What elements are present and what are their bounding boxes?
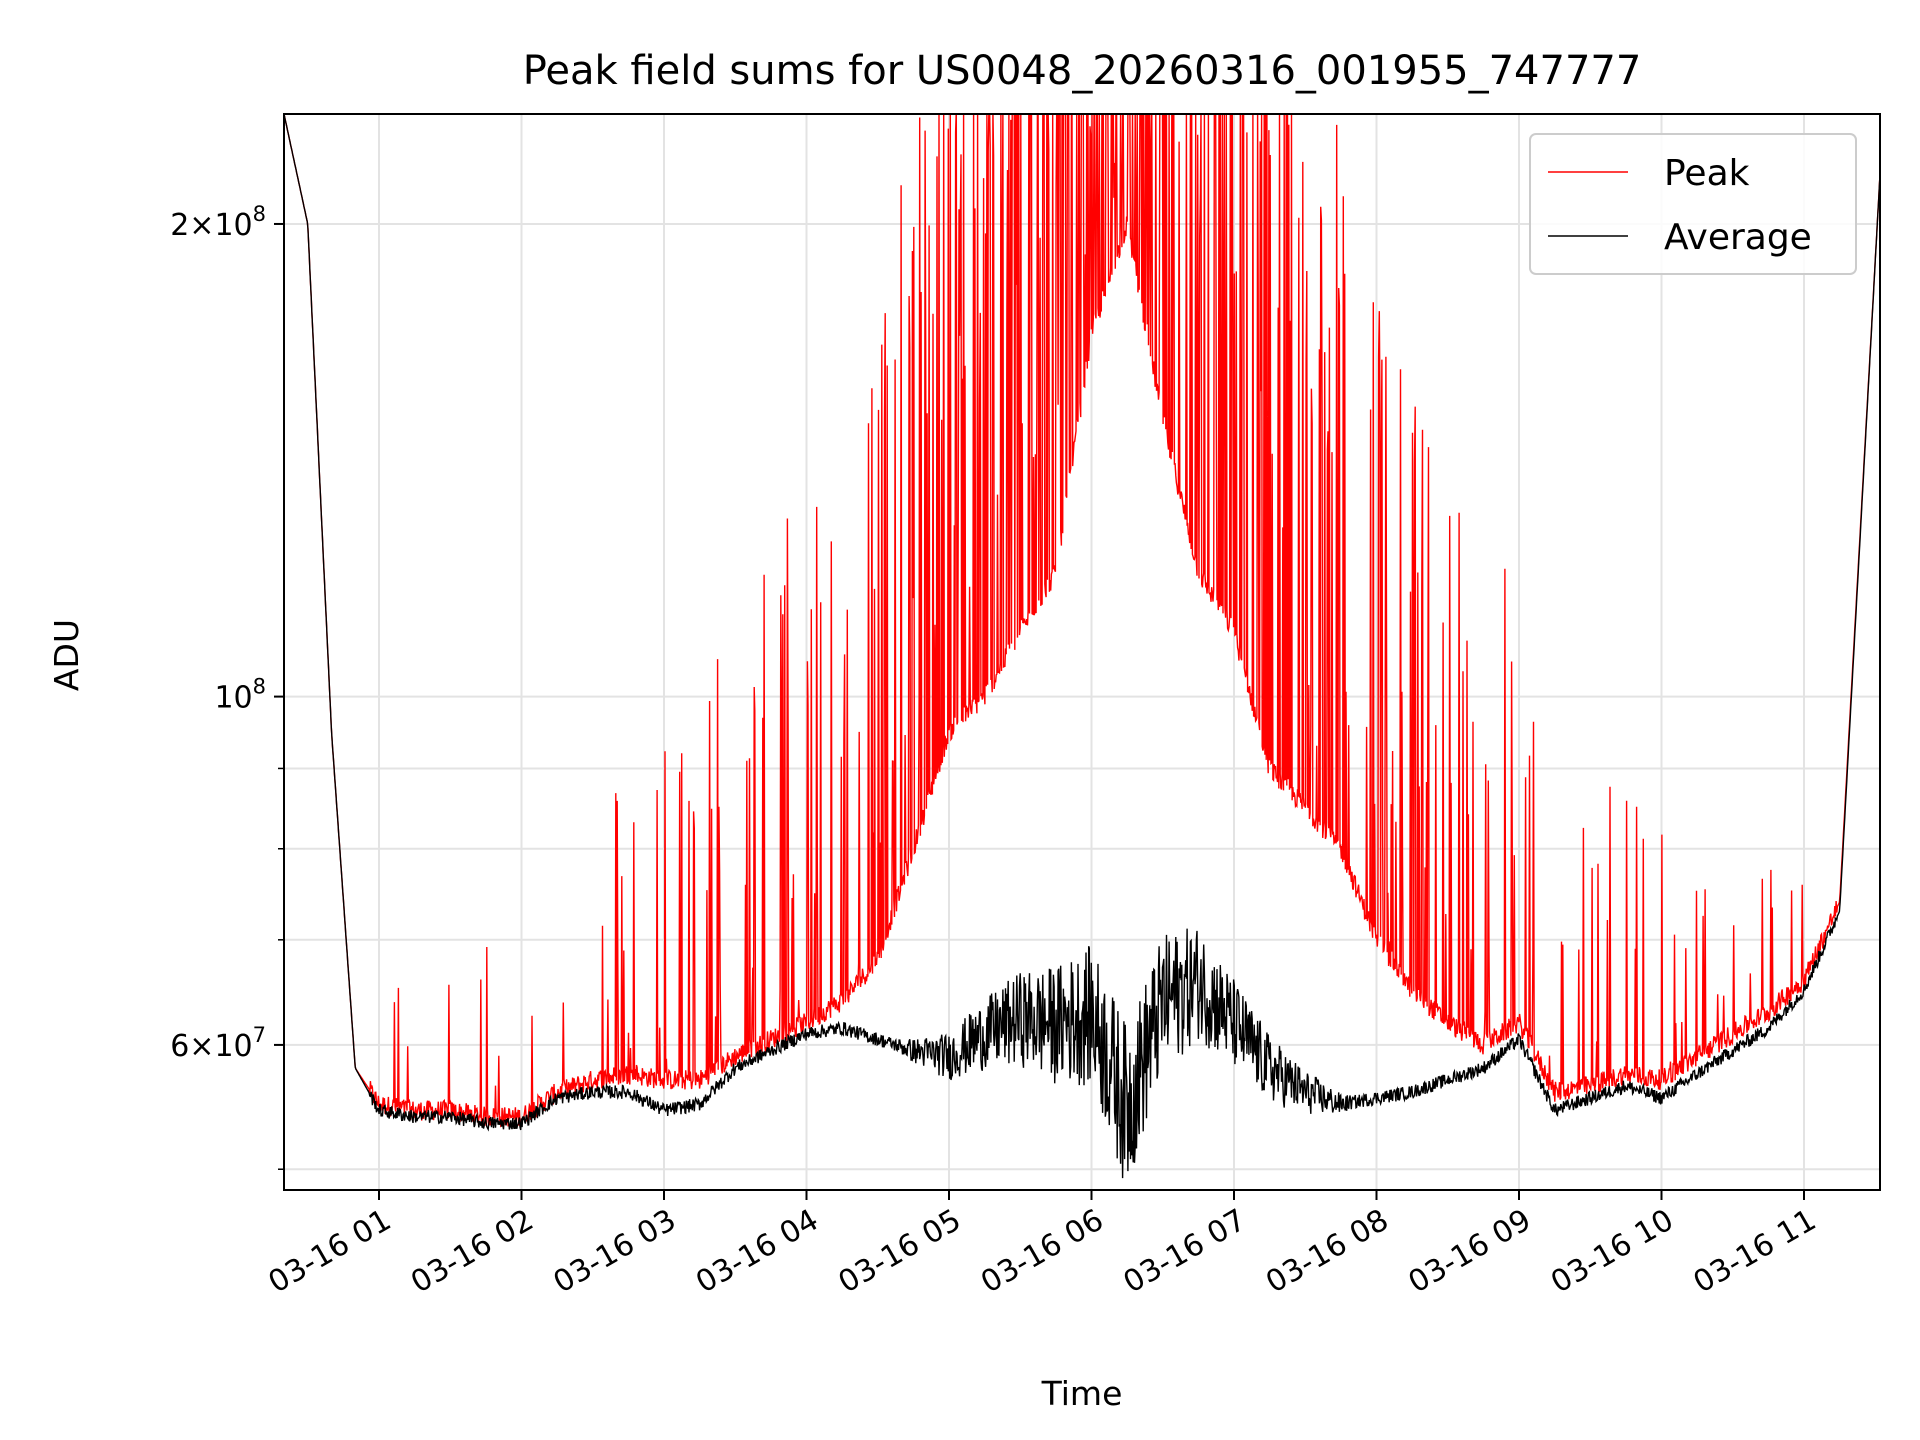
x-tick-label: 03-16 08 [1260,1203,1394,1301]
legend-label-peak: Peak [1664,153,1750,194]
y-tick-label: 108 [214,675,266,716]
x-tick-label: 03-16 10 [1545,1203,1679,1301]
x-tick-label: 03-16 11 [1688,1203,1822,1301]
x-tick-label: 03-16 05 [833,1203,967,1301]
x-tick-label: 03-16 03 [548,1203,682,1301]
x-tick-label: 03-16 06 [975,1203,1109,1301]
x-axis-ticks: 03-16 01 03-16 02 03-16 03 03-16 04 03-16 05… [263,1190,1822,1300]
x-tick-label: 03-16 04 [690,1203,824,1301]
series-line-average [284,114,1880,1179]
x-tick-label: 03-16 02 [405,1203,539,1301]
y-tick-label: 6×107 [170,1023,266,1064]
y-axis-label: ADU [47,619,86,691]
axes-border [283,113,1881,1191]
y-tick-label: 2×108 [170,202,266,243]
y-axis-ticks: 108 2×108 6×107 [170,202,284,1170]
legend-box [1529,133,1857,275]
x-tick-label: 03-16 07 [1118,1203,1252,1301]
legend: Peak Average [1529,133,1857,275]
plot-area [284,114,1880,1179]
x-tick-label: 03-16 01 [263,1203,397,1301]
x-tick-label: 03-16 09 [1403,1203,1537,1301]
x-axis-label: Time [1041,1374,1123,1413]
axes-frame [283,113,1881,1191]
legend-label-average: Average [1664,217,1812,258]
chart-title: Peak field sums for US0048_20260316_0019… [523,48,1642,94]
